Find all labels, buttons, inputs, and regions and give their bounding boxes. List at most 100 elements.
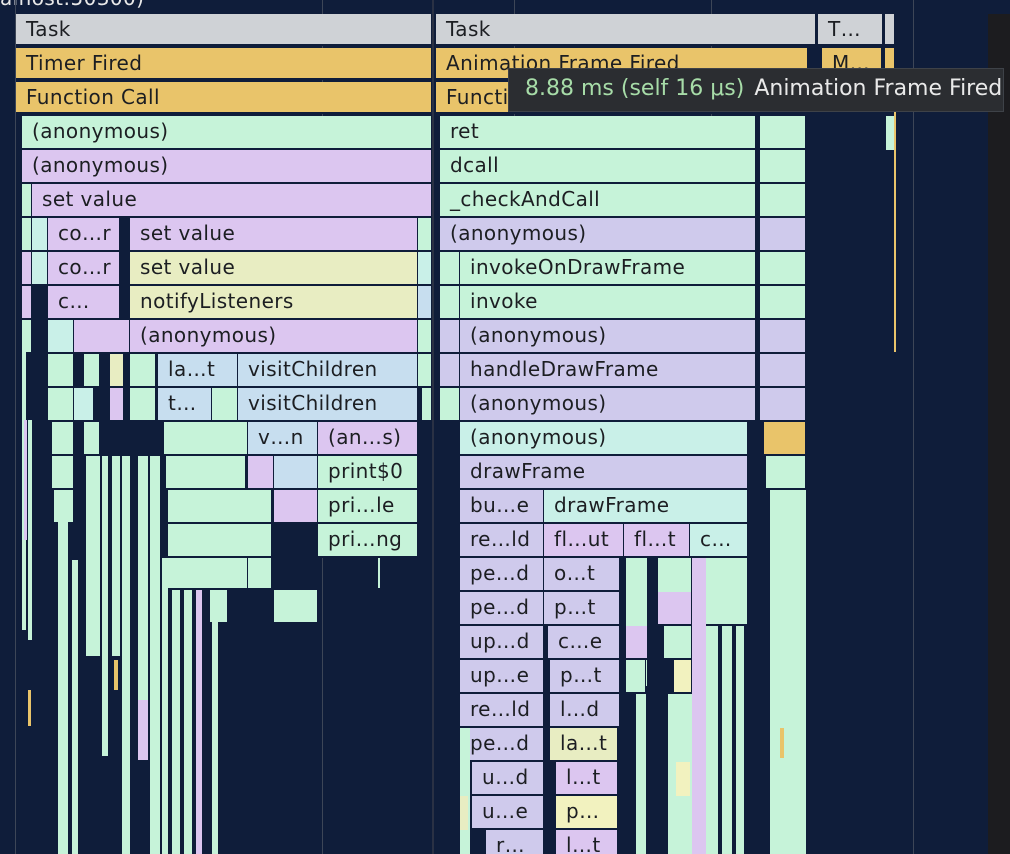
- frame-sliver[interactable]: [112, 456, 120, 656]
- frame-block[interactable]: visitChildren: [238, 354, 418, 388]
- frame-sliver[interactable]: [736, 626, 744, 854]
- frame-block[interactable]: o…t: [544, 558, 620, 592]
- frame-block[interactable]: [22, 286, 32, 320]
- frame-block[interactable]: [440, 286, 460, 320]
- frame-block[interactable]: handleDrawFrame: [460, 354, 756, 388]
- task-block[interactable]: [885, 14, 895, 46]
- frame-block[interactable]: re…ld: [460, 694, 544, 728]
- frame-block[interactable]: [48, 320, 74, 354]
- frame-block[interactable]: [248, 558, 272, 590]
- frame-block[interactable]: [274, 490, 318, 524]
- frame-block[interactable]: u…e: [472, 796, 544, 830]
- frame-block[interactable]: fl…t: [624, 524, 690, 558]
- frame-block[interactable]: c…e: [548, 626, 620, 660]
- frame-block[interactable]: [418, 218, 432, 252]
- frame-block[interactable]: [440, 354, 460, 388]
- frame-sliver[interactable]: [676, 762, 690, 796]
- frame-block[interactable]: [74, 388, 94, 422]
- frame-block[interactable]: [760, 218, 806, 252]
- frame-block[interactable]: [760, 388, 806, 422]
- frame-block[interactable]: up…d: [460, 626, 544, 660]
- frame-block[interactable]: l…d: [550, 694, 620, 728]
- frame-block[interactable]: [166, 456, 246, 490]
- frame-block[interactable]: [658, 592, 692, 626]
- frame-block[interactable]: drawFrame: [460, 456, 748, 490]
- frame-block[interactable]: l…t: [556, 830, 618, 854]
- frame-block[interactable]: (anonymous): [460, 388, 756, 422]
- frame-block[interactable]: [110, 354, 124, 388]
- frame-block[interactable]: set value: [130, 252, 418, 286]
- task-block[interactable]: Task: [16, 14, 432, 46]
- frame-sliver[interactable]: [28, 420, 32, 640]
- frame-block[interactable]: [22, 320, 32, 354]
- timer-fired-block[interactable]: Timer Fired: [16, 48, 432, 80]
- frame-block[interactable]: (anonymous): [130, 320, 418, 354]
- frame-sliver[interactable]: [212, 620, 218, 854]
- frame-block[interactable]: [22, 218, 32, 252]
- frame-block[interactable]: [168, 524, 272, 558]
- frame-block[interactable]: c…: [48, 286, 120, 320]
- frame-sliver[interactable]: [102, 456, 108, 756]
- frame-block[interactable]: [626, 626, 648, 660]
- frame-block[interactable]: la…t: [158, 354, 238, 388]
- frame-sliver[interactable]: [460, 728, 470, 854]
- frame-sliver[interactable]: [86, 456, 100, 656]
- frame-block[interactable]: set value: [32, 184, 432, 218]
- frame-block[interactable]: pe…d: [460, 558, 544, 592]
- frame-sliver[interactable]: [692, 558, 706, 854]
- frame-sliver[interactable]: [172, 590, 180, 854]
- frame-block[interactable]: [48, 388, 74, 422]
- frame-block[interactable]: [22, 252, 32, 286]
- frame-block[interactable]: [760, 354, 806, 388]
- frame-block[interactable]: [760, 184, 806, 218]
- frame-block[interactable]: drawFrame: [544, 490, 748, 524]
- frame-sliver[interactable]: [722, 626, 732, 854]
- frame-block[interactable]: (anonymous): [460, 422, 748, 456]
- frame-block[interactable]: [210, 590, 228, 624]
- frame-block[interactable]: set value: [130, 218, 418, 252]
- frame-block[interactable]: c…: [690, 524, 748, 558]
- frame-block[interactable]: [760, 116, 806, 150]
- frame-sliver[interactable]: [122, 456, 130, 854]
- frame-block[interactable]: print$0: [318, 456, 418, 490]
- frame-sliver[interactable]: [72, 560, 78, 854]
- frame-sliver[interactable]: [770, 490, 806, 854]
- frame-block[interactable]: co…r: [48, 218, 120, 252]
- frame-block[interactable]: (anonymous): [22, 116, 432, 150]
- frame-block[interactable]: [706, 558, 748, 626]
- frame-block[interactable]: co…r: [48, 252, 120, 286]
- frame-block[interactable]: [32, 218, 48, 252]
- task-block[interactable]: Task: [436, 14, 816, 46]
- frame-block[interactable]: (anonymous): [22, 150, 432, 184]
- frame-block[interactable]: notifyListeners: [130, 286, 418, 320]
- function-call-block[interactable]: Function Call: [16, 82, 432, 114]
- frame-block[interactable]: [54, 490, 74, 524]
- frame-block[interactable]: pe…d: [460, 592, 544, 626]
- frame-block[interactable]: [52, 456, 74, 490]
- frame-block[interactable]: pe…d: [460, 728, 544, 762]
- frame-sliver[interactable]: [162, 558, 168, 854]
- frame-block[interactable]: [760, 320, 806, 354]
- frame-block[interactable]: re…ld: [460, 524, 544, 558]
- vertical-scrollbar[interactable]: [988, 14, 1010, 854]
- frame-block[interactable]: [212, 388, 238, 422]
- frame-sliver[interactable]: [886, 116, 894, 150]
- frame-block[interactable]: [168, 490, 272, 524]
- frame-sliver[interactable]: [460, 796, 468, 830]
- frame-sliver[interactable]: [780, 728, 784, 758]
- frame-sliver[interactable]: [636, 694, 646, 854]
- frame-sliver[interactable]: [138, 700, 148, 760]
- frame-sliver[interactable]: [58, 522, 68, 854]
- frame-sliver[interactable]: [150, 456, 160, 854]
- frame-block[interactable]: p…t: [550, 660, 620, 694]
- frame-block[interactable]: [74, 320, 130, 354]
- frame-sliver[interactable]: [378, 558, 380, 588]
- frame-block[interactable]: invokeOnDrawFrame: [460, 252, 756, 286]
- frame-block[interactable]: [248, 456, 274, 490]
- frame-block[interactable]: [418, 286, 432, 320]
- frame-block[interactable]: up…e: [460, 660, 544, 694]
- frame-block[interactable]: (anonymous): [460, 320, 756, 354]
- frame-block[interactable]: [418, 354, 432, 388]
- frame-sliver[interactable]: [24, 420, 27, 540]
